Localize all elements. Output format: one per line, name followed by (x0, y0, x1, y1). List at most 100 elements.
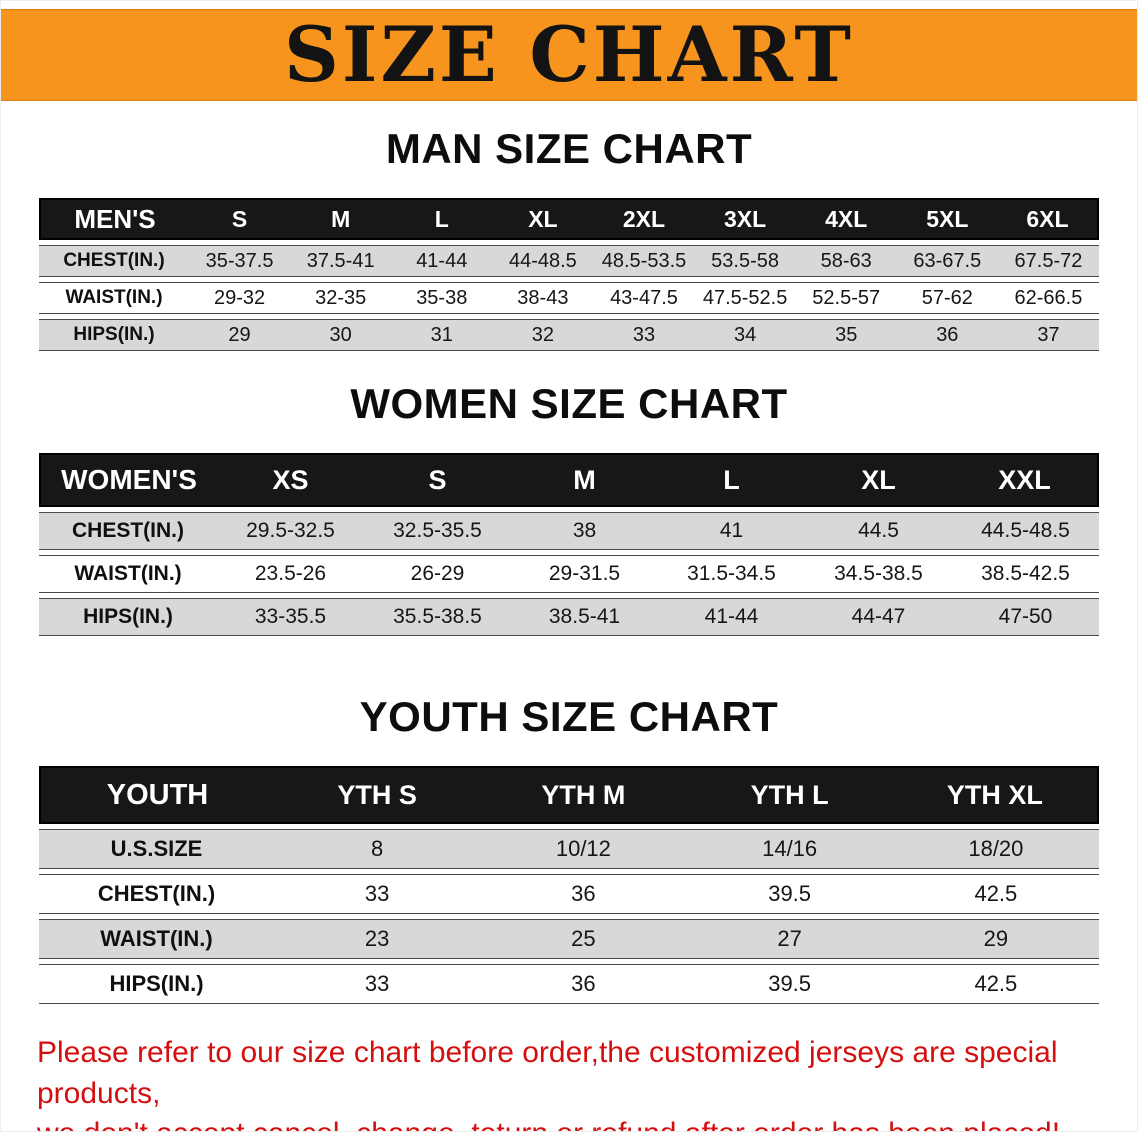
table-row: U.S.SIZE 8 10/12 14/16 18/20 (39, 829, 1099, 869)
value-cell: 47.5-52.5 (694, 282, 796, 314)
value-cell: 44-48.5 (492, 245, 594, 277)
value-cell: 29-32 (189, 282, 291, 314)
value-cell: 26-29 (364, 555, 511, 593)
table-row: HIPS(IN.) 29 30 31 32 33 34 35 36 37 (39, 319, 1099, 351)
value-cell: 44.5 (805, 512, 952, 550)
value-cell: 32 (492, 319, 594, 351)
value-cell: 37 (997, 319, 1099, 351)
value-cell: 29.5-32.5 (217, 512, 364, 550)
size-header-cell: 4XL (795, 198, 897, 240)
section-men: MAN SIZE CHART MEN'S S M L XL 2XL 3XL 4XL 5XL 6XL… (1, 125, 1137, 356)
value-cell: 35-37.5 (189, 245, 291, 277)
value-cell: 47-50 (952, 598, 1099, 636)
table-row: WAIST(IN.) 29-32 32-35 35-38 38-43 43-47.5 47.… (39, 282, 1099, 314)
disclaimer-line-1: Please refer to our size chart before or… (37, 1036, 1058, 1110)
value-cell: 67.5-72 (997, 245, 1099, 277)
value-cell: 30 (290, 319, 392, 351)
value-cell: 8 (274, 829, 481, 869)
value-cell: 33 (274, 964, 481, 1004)
size-header-cell: M (511, 453, 658, 507)
value-cell: 38 (511, 512, 658, 550)
size-header-cell: YTH S (274, 766, 481, 824)
disclaimer: Please refer to our size chart before or… (1, 1033, 1137, 1131)
value-cell: 36 (480, 964, 687, 1004)
value-cell: 38-43 (492, 282, 594, 314)
value-cell: 53.5-58 (694, 245, 796, 277)
value-cell: 18/20 (892, 829, 1099, 869)
women-size-table: WOMEN'S XS S M L XL XXL CHEST(IN.) 29.5-32.5 32.5… (39, 448, 1099, 641)
row-label-cell: WAIST(IN.) (39, 919, 274, 959)
table-header-row: MEN'S S M L XL 2XL 3XL 4XL 5XL 6XL (39, 198, 1099, 240)
table-header-row: YOUTH YTH S YTH M YTH L YTH XL (39, 766, 1099, 824)
size-chart-banner: SIZE CHART (1, 9, 1137, 101)
value-cell: 48.5-53.5 (593, 245, 695, 277)
table-row: HIPS(IN.) 33-35.5 35.5-38.5 38.5-41 41-44 44-… (39, 598, 1099, 636)
value-cell: 23.5-26 (217, 555, 364, 593)
banner-title: SIZE CHART (284, 10, 854, 99)
table-row: CHEST(IN.) 35-37.5 37.5-41 41-44 44-48.5 48.5… (39, 245, 1099, 277)
table-title-cell: WOMEN'S (39, 453, 217, 507)
size-header-cell: S (189, 198, 291, 240)
size-header-cell: S (364, 453, 511, 507)
row-label-cell: WAIST(IN.) (39, 282, 189, 314)
value-cell: 23 (274, 919, 481, 959)
size-header-cell: M (290, 198, 392, 240)
value-cell: 32.5-35.5 (364, 512, 511, 550)
value-cell: 42.5 (892, 964, 1099, 1004)
value-cell: 58-63 (795, 245, 897, 277)
row-label-cell: HIPS(IN.) (39, 964, 274, 1004)
value-cell: 38.5-41 (511, 598, 658, 636)
value-cell: 25 (480, 919, 687, 959)
value-cell: 36 (480, 874, 687, 914)
table-row: CHEST(IN.) 29.5-32.5 32.5-35.5 38 41 44.5 44.5… (39, 512, 1099, 550)
size-header-cell: YTH L (686, 766, 893, 824)
heading-women-size-chart: WOMEN SIZE CHART (350, 380, 788, 427)
row-label-cell: U.S.SIZE (39, 829, 274, 869)
value-cell: 39.5 (686, 874, 893, 914)
value-cell: 33 (274, 874, 481, 914)
value-cell: 35.5-38.5 (364, 598, 511, 636)
heading-youth-size-chart: YOUTH SIZE CHART (359, 693, 779, 740)
table-title-cell: YOUTH (39, 766, 274, 824)
value-cell: 41-44 (658, 598, 805, 636)
value-cell: 63-67.5 (896, 245, 998, 277)
value-cell: 35 (795, 319, 897, 351)
value-cell: 29 (189, 319, 291, 351)
table-row: HIPS(IN.) 33 36 39.5 42.5 (39, 964, 1099, 1004)
value-cell: 10/12 (480, 829, 687, 869)
men-size-table: MEN'S S M L XL 2XL 3XL 4XL 5XL 6XL CHEST(IN.) 35-37… (39, 193, 1099, 356)
value-cell: 27 (686, 919, 893, 959)
table-row: WAIST(IN.) 23.5-26 26-29 29-31.5 31.5-34.5 34… (39, 555, 1099, 593)
row-label-cell: HIPS(IN.) (39, 598, 217, 636)
value-cell: 37.5-41 (290, 245, 392, 277)
value-cell: 38.5-42.5 (952, 555, 1099, 593)
row-label-cell: WAIST(IN.) (39, 555, 217, 593)
value-cell: 52.5-57 (795, 282, 897, 314)
size-header-cell: 2XL (593, 198, 695, 240)
value-cell: 44.5-48.5 (952, 512, 1099, 550)
value-cell: 34 (694, 319, 796, 351)
size-header-cell: 6XL (997, 198, 1099, 240)
disclaimer-line-2: we don't accept cancel, change, teturn o… (37, 1114, 1101, 1131)
value-cell: 14/16 (686, 829, 893, 869)
heading-man-size-chart: MAN SIZE CHART (385, 125, 753, 172)
youth-size-table: YOUTH YTH S YTH M YTH L YTH XL U.S.SIZE 8 10/12… (39, 761, 1099, 1009)
value-cell: 31 (391, 319, 493, 351)
value-cell: 62-66.5 (997, 282, 1099, 314)
size-header-cell: XXL (952, 453, 1099, 507)
row-label-cell: CHEST(IN.) (39, 512, 217, 550)
row-label-cell: CHEST(IN.) (39, 245, 189, 277)
size-header-cell: YTH XL (892, 766, 1099, 824)
size-header-cell: XL (805, 453, 952, 507)
size-header-cell: L (658, 453, 805, 507)
value-cell: 32-35 (290, 282, 392, 314)
value-cell: 35-38 (391, 282, 493, 314)
size-header-cell: L (391, 198, 493, 240)
row-label-cell: CHEST(IN.) (39, 874, 274, 914)
table-row: WAIST(IN.) 23 25 27 29 (39, 919, 1099, 959)
size-header-cell: XS (217, 453, 364, 507)
value-cell: 41 (658, 512, 805, 550)
table-header-row: WOMEN'S XS S M L XL XXL (39, 453, 1099, 507)
size-header-cell: 5XL (896, 198, 998, 240)
